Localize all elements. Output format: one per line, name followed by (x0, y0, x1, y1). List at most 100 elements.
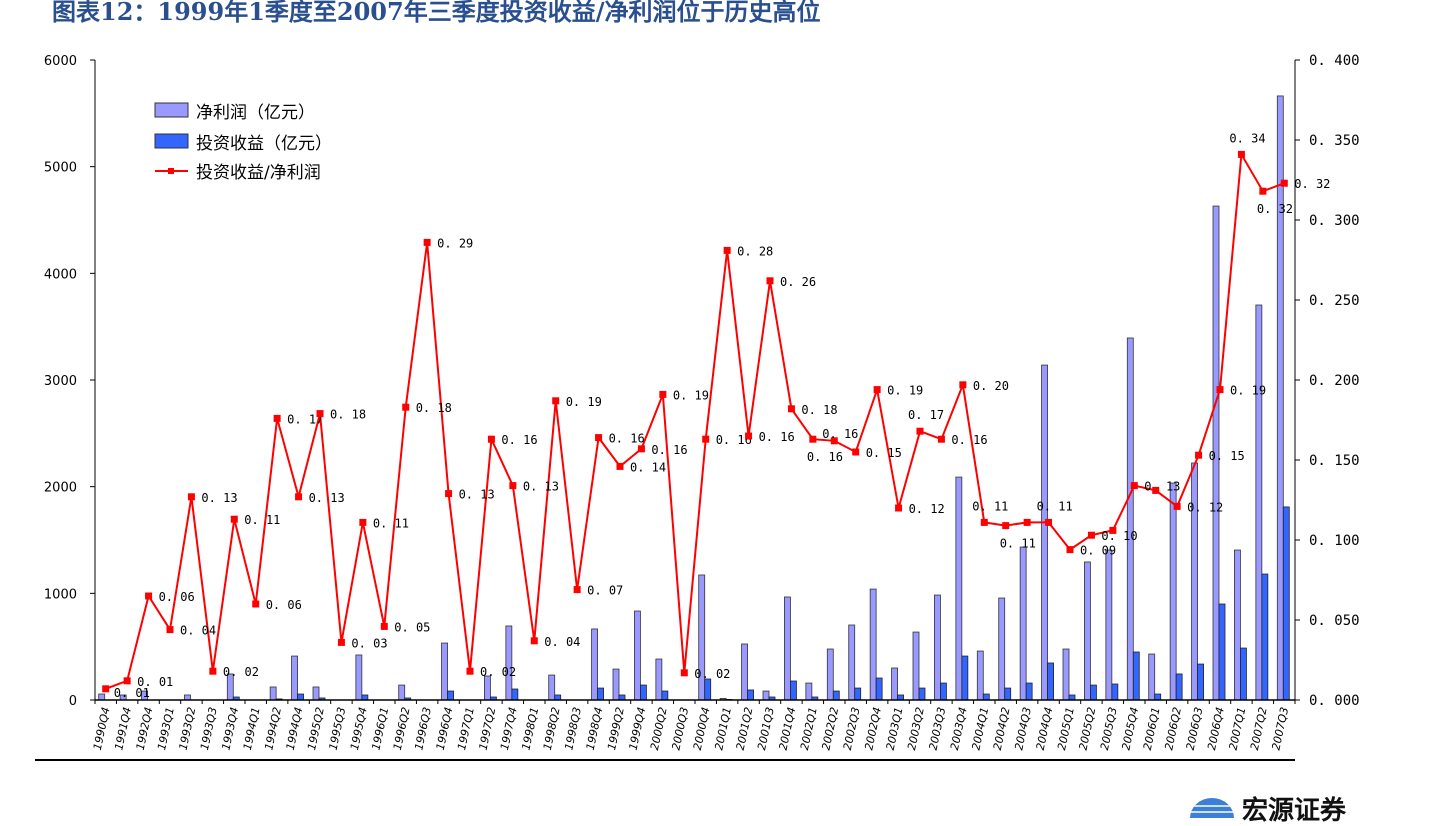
ratio-marker (123, 677, 131, 685)
bar-investment-income (1154, 693, 1162, 701)
ratio-marker (1066, 546, 1074, 554)
x-tick-label: 2007Q3 (1269, 706, 1291, 751)
bar-net-profit (184, 694, 191, 701)
bar-investment-income (1261, 573, 1269, 701)
ratio-data-label: 0. 09 (1080, 544, 1116, 558)
bar-net-profit (1234, 549, 1241, 701)
legend: 净利润（亿元） 投资收益（亿元） 投资收益/净利润 (154, 102, 332, 183)
ratio-marker (402, 403, 410, 411)
x-tick-label: 2001Q1 (712, 706, 734, 751)
ratio-marker (1152, 486, 1160, 494)
bar-investment-income (1047, 662, 1054, 701)
ratio-marker (166, 626, 174, 634)
ratio-marker (637, 445, 645, 453)
chart-title: 图表12：1999年1季度至2007年三季度投资收益/净利润位于历史高位 (52, 0, 821, 26)
ratio-data-label: 0. 19 (887, 384, 923, 398)
bar-net-profit (484, 675, 491, 701)
logo-emblem-icon (1190, 798, 1234, 818)
left-tick-label: 0 (69, 694, 77, 709)
x-tick-label: 2007Q1 (1227, 706, 1249, 751)
ratio-marker (959, 381, 967, 389)
ratio-marker (1195, 451, 1203, 459)
right-tick-label: 0. 350 (1309, 133, 1360, 149)
ratio-marker (466, 667, 474, 675)
bar-net-profit (655, 658, 663, 701)
ratio-data-label: 0. 11 (972, 499, 1008, 513)
ratio-marker (1259, 187, 1267, 195)
bar-investment-income (1111, 683, 1119, 701)
ratio-data-label: 0. 02 (694, 667, 730, 681)
x-tick-label: 2005Q2 (1077, 706, 1099, 751)
ratio-marker (1087, 531, 1095, 539)
bar-investment-income (597, 687, 604, 701)
ratio-marker (1045, 518, 1053, 526)
x-tick-label: 1996Q4 (434, 706, 456, 751)
bar-net-profit (998, 597, 1006, 701)
right-tick-label: 0. 300 (1309, 213, 1360, 229)
x-tick-label: 2004Q1 (969, 706, 991, 751)
ratio-marker (445, 490, 453, 498)
ratio-data-label: 0. 18 (416, 401, 452, 415)
x-tick-label: 1996Q1 (369, 706, 391, 751)
x-tick-label: 1993Q2 (177, 706, 199, 751)
ratio-line (105, 151, 1285, 690)
ratio-marker (702, 435, 710, 443)
left-tick-label: 1000 (44, 587, 77, 602)
ratio-marker (230, 515, 238, 523)
bar-investment-income (1197, 663, 1204, 701)
x-tick-label: 2004Q2 (991, 706, 1013, 751)
x-tick-label: 1994Q2 (262, 706, 284, 751)
ratio-marker (809, 435, 817, 443)
ratio-data-label: 0. 16 (759, 430, 795, 444)
ratio-marker (187, 493, 195, 501)
x-tick-label: 2002Q3 (841, 706, 863, 751)
ratio-marker (895, 504, 903, 512)
bar-net-profit (784, 596, 791, 701)
x-tick-label: 2003Q3 (927, 706, 949, 751)
ratio-marker (573, 586, 581, 594)
ratio-data-label: 0. 19 (1230, 384, 1266, 398)
x-tick-label: 2003Q1 (884, 706, 906, 751)
x-tick-label: 1999Q4 (627, 706, 649, 751)
x-tick-label: 1997Q4 (498, 706, 520, 751)
x-tick-label: 1993Q3 (198, 706, 220, 751)
bar-net-profit (312, 686, 320, 701)
ratio-data-label: 0. 16 (822, 427, 858, 441)
bar-net-profit (955, 476, 963, 701)
ratio-data-label: 0. 06 (159, 590, 195, 604)
bar-net-profit (634, 610, 641, 701)
legend-swatch-net-profit (154, 102, 189, 118)
x-tick-label: 1995Q2 (305, 706, 327, 751)
x-tick-label: 2006Q2 (1162, 706, 1184, 751)
ratio-data-label: 0. 32 (1257, 202, 1293, 216)
right-tick-label: 0. 250 (1309, 293, 1360, 309)
ratio-marker (1216, 386, 1224, 394)
ratio-marker (337, 638, 345, 646)
bar-investment-income (961, 655, 969, 701)
ratio-data-label: 0. 16 (716, 433, 752, 447)
bar-investment-income (704, 678, 712, 701)
ratio-data-label: 0. 13 (1144, 480, 1180, 494)
bar-net-profit (505, 625, 513, 701)
x-tick-label: 1997Q2 (477, 706, 499, 751)
ratio-data-label: 0. 16 (609, 432, 645, 446)
right-tick-label: 0. 400 (1309, 53, 1360, 69)
bar-investment-income (982, 693, 990, 701)
ratio-data-label: 0. 14 (630, 460, 666, 474)
ratio-data-label: 0. 04 (180, 624, 216, 638)
left-tick-label: 5000 (44, 161, 77, 176)
bar-investment-income (875, 677, 883, 701)
ratio-data-label: 0. 04 (544, 635, 580, 649)
ratio-marker (830, 437, 838, 445)
ratio-marker (766, 277, 774, 285)
ratio-data-label: 0. 29 (437, 236, 473, 250)
bar-investment-income (640, 684, 647, 701)
ratio-marker (530, 637, 538, 645)
bar-net-profit (1255, 304, 1263, 701)
x-tick-label: 2006Q3 (1184, 706, 1206, 751)
ratio-marker (659, 390, 667, 398)
ratio-marker (680, 669, 688, 677)
ratio-data-label: 0. 17 (908, 408, 944, 422)
ratio-marker (980, 518, 988, 526)
ratio-marker (487, 435, 495, 443)
